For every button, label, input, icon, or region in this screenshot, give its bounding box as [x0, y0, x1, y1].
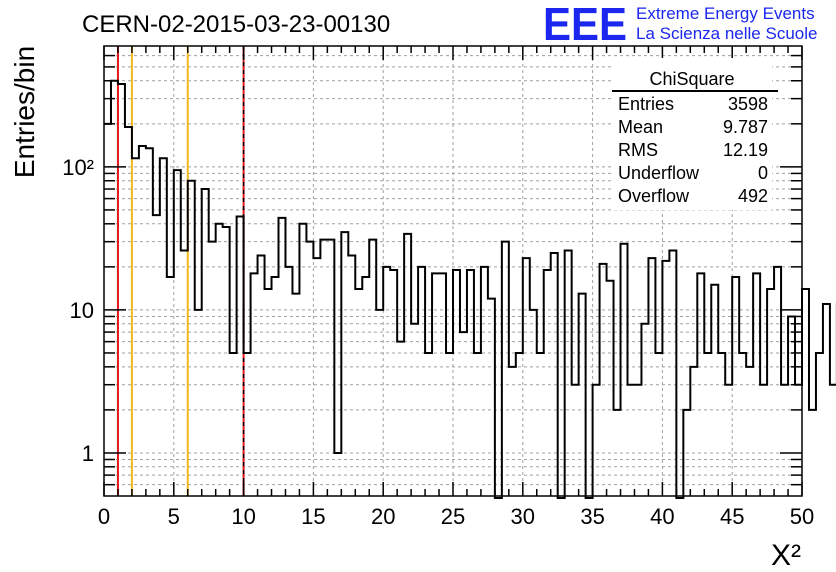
x-tick-label: 45 [720, 504, 744, 529]
stats-label: Underflow [618, 163, 700, 183]
x-tick-label: 20 [371, 504, 395, 529]
stats-value: 492 [738, 186, 768, 206]
stats-label: RMS [618, 140, 658, 160]
y-tick-label: 1 [82, 441, 94, 466]
x-tick-label: 25 [441, 504, 465, 529]
logo-line-2: La Scienza nelle Scuole [636, 24, 817, 43]
stats-title: ChiSquare [649, 69, 734, 89]
eee-logo: EEE [543, 0, 627, 50]
y-tick-label: 10 [70, 298, 94, 323]
histogram-series [104, 79, 836, 499]
y-tick-label: 10² [62, 155, 94, 180]
stats-value: 12.19 [723, 140, 768, 160]
stats-box: ChiSquare Entries 3598 Mean 9.787 RMS 12.19 Un… [612, 58, 778, 210]
stats-label: Overflow [618, 186, 690, 206]
x-axis-label: X² [771, 539, 801, 572]
x-tick-label: 35 [580, 504, 604, 529]
stats-value: 3598 [728, 94, 768, 114]
x-tick-label: 10 [231, 504, 255, 529]
chart-title: CERN-02-2015-03-23-00130 [82, 11, 390, 38]
x-tick-label: 50 [790, 504, 814, 529]
logo-line-1: Extreme Energy Events [636, 4, 815, 23]
stats-label: Entries [618, 94, 674, 114]
stats-rows: Entries 3598 Mean 9.787 RMS 12.19 Underflow 0 Ov… [618, 94, 768, 206]
x-tick-label: 5 [168, 504, 180, 529]
y-axis-label: Entries/bin [9, 46, 40, 178]
axes: 0 5 10 15 20 25 30 35 40 45 50 1 10 10² [62, 45, 814, 529]
x-tick-label: 30 [511, 504, 535, 529]
x-tick-label: 15 [301, 504, 325, 529]
stats-value: 9.787 [723, 117, 768, 137]
reference-lines [116, 46, 245, 496]
stats-value: 0 [758, 163, 768, 183]
x-tick-label: 40 [650, 504, 674, 529]
stats-label: Mean [618, 117, 663, 137]
x-tick-label: 0 [98, 504, 110, 529]
